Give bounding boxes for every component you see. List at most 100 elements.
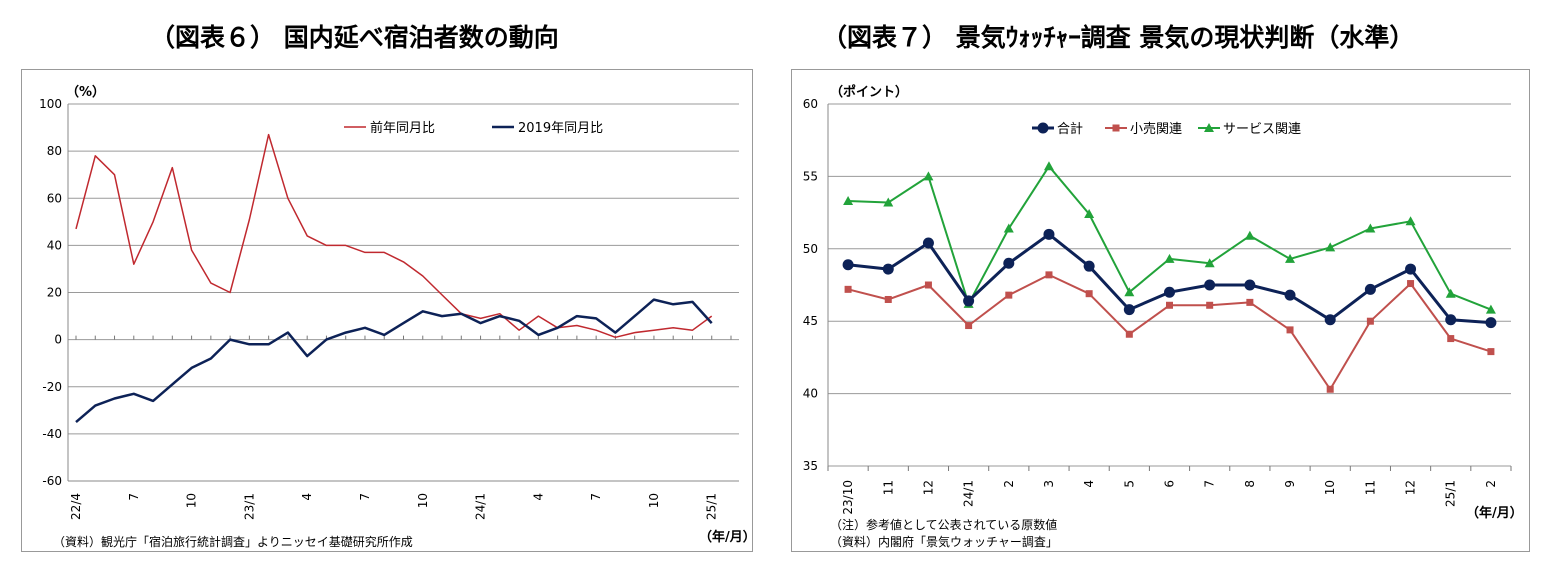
right-point-retail	[1326, 385, 1334, 393]
left-y-tick-label: 0	[54, 333, 62, 347]
right-point-retail	[884, 295, 892, 303]
right-point-retail	[1407, 280, 1415, 288]
right-x-tick-label: 8	[1243, 480, 1257, 488]
right-point-total	[1123, 304, 1135, 316]
right-point-service	[1325, 242, 1336, 252]
right-point-total	[1364, 283, 1376, 295]
right-point-retail	[965, 322, 973, 330]
right-chart-title: （図表７） 景気ｳｫｯﾁｬｰ調査 景気の現状判断（水準）	[822, 23, 1415, 52]
left-y-tick-label: 20	[47, 286, 62, 300]
right-x-tick-label: 11	[1363, 480, 1377, 495]
right-x-tick-label: 11	[881, 480, 895, 495]
right-point-total	[842, 259, 854, 271]
right-point-service	[1164, 253, 1175, 263]
legend-label: サービス関連	[1223, 122, 1301, 137]
left-x-tick-label: 10	[416, 493, 430, 508]
left-x-tick-label: 4	[300, 493, 314, 501]
right-point-service	[1285, 253, 1296, 263]
right-point-total	[1043, 228, 1055, 240]
right-point-service	[1043, 161, 1054, 171]
legend-marker	[1037, 122, 1049, 134]
right-point-service	[843, 196, 854, 206]
right-point-retail	[1085, 290, 1093, 298]
left-chart-svg: 100 80 60 40 20 0 -20 -40 -60 22/4 7 10 23/1 4 7 10 24/1…	[39, 97, 739, 520]
right-point-total	[1083, 260, 1095, 272]
right-x-tick-label: 3	[1042, 480, 1056, 488]
right-point-retail	[1166, 301, 1173, 309]
left-series-line-yoy	[75, 133, 713, 339]
right-y-tick-label: 50	[803, 242, 818, 256]
right-x-tick-label: 9	[1283, 480, 1297, 488]
right-series-line-total	[847, 232, 1492, 325]
right-point-total	[1324, 314, 1336, 326]
right-y-tick-label: 60	[803, 97, 818, 111]
legend-label: 小売関連	[1130, 121, 1182, 137]
right-y-axis-unit: （ポイント）	[830, 85, 909, 100]
right-point-total	[882, 263, 894, 275]
left-x-tick-label: 23/1	[242, 493, 256, 520]
right-point-total	[1445, 314, 1457, 326]
right-point-service	[1365, 223, 1376, 233]
right-y-tick-label: 55	[803, 169, 818, 183]
right-y-tick-label: 45	[803, 314, 818, 328]
right-chart-panel: 60 55 50 45 40 35 23/10 11 12 24/1 2 3 4 5 6 7 8 9 10 11 12 2…	[791, 69, 1530, 552]
right-x-tick-label: 24/1	[962, 480, 976, 507]
left-x-tick-label: 22/4	[69, 493, 83, 520]
right-y-tick-label: 40	[803, 387, 818, 401]
left-chart-panel: 100 80 60 40 20 0 -20 -40 -60 22/4 7 10 23/1 4 7 10 24/1…	[21, 69, 756, 552]
left-x-tick-label: 25/1	[705, 493, 719, 520]
right-point-retail	[1206, 301, 1214, 309]
left-y-tick-label: -40	[42, 427, 62, 441]
left-x-axis-unit: （年/月）	[699, 530, 756, 545]
right-point-retail	[1005, 291, 1013, 299]
right-point-total	[1164, 286, 1175, 298]
left-y-axis-unit: （%）	[66, 85, 106, 100]
left-chart-title: （図表６） 国内延べ宿泊者数の動向	[150, 23, 559, 52]
left-y-tick-label: 60	[47, 191, 62, 205]
right-point-service	[1124, 287, 1135, 297]
right-x-tick-label: 25/1	[1444, 480, 1458, 507]
right-x-axis-unit: （年/月）	[1466, 506, 1523, 521]
right-point-retail	[1045, 271, 1053, 279]
right-point-total	[1485, 317, 1497, 329]
right-point-retail	[1366, 317, 1374, 325]
right-x-tick-label: 4	[1082, 480, 1096, 488]
right-footnote: （注）参考値として公表されている原数値	[830, 518, 1058, 532]
legend-label: 合計	[1057, 121, 1083, 137]
left-y-tick-label: 40	[47, 238, 62, 252]
legend-marker	[1112, 124, 1120, 132]
right-point-service	[1244, 230, 1255, 240]
right-point-service	[1485, 304, 1496, 314]
legend-label: 前年同月比	[370, 120, 435, 136]
left-series-line-vs2019	[75, 298, 713, 424]
left-x-tick-label: 7	[127, 493, 141, 501]
left-x-tick-label: 10	[647, 493, 661, 508]
right-point-service	[1204, 258, 1215, 268]
right-point-service	[1405, 216, 1416, 226]
legend-label: 2019年同月比	[518, 121, 603, 136]
right-point-service	[1084, 209, 1095, 219]
left-y-tick-label: 100	[39, 97, 62, 111]
right-x-tick-label: 12	[1404, 480, 1418, 495]
left-x-tick-label: 7	[589, 493, 603, 501]
left-x-tick-label: 4	[531, 493, 545, 501]
right-point-retail	[1286, 326, 1294, 334]
right-point-total	[1284, 289, 1296, 301]
right-point-total	[922, 237, 934, 249]
left-y-tick-label: 80	[47, 144, 62, 158]
right-y-tick-label: 35	[803, 459, 818, 473]
right-point-service	[923, 171, 934, 181]
legend-marker	[1204, 123, 1214, 132]
right-point-retail	[1246, 298, 1254, 306]
right-point-total	[1405, 263, 1417, 275]
right-point-service	[1003, 223, 1014, 233]
right-x-tick-label: 10	[1323, 480, 1337, 495]
right-point-total	[963, 295, 975, 307]
left-x-tick-label: 7	[358, 493, 372, 501]
left-x-tick-label: 10	[185, 493, 199, 508]
right-x-tick-label: 6	[1163, 480, 1177, 488]
right-point-retail	[844, 285, 852, 293]
right-x-tick-label: 5	[1122, 480, 1136, 488]
right-x-tick-label: 2	[1484, 480, 1498, 488]
